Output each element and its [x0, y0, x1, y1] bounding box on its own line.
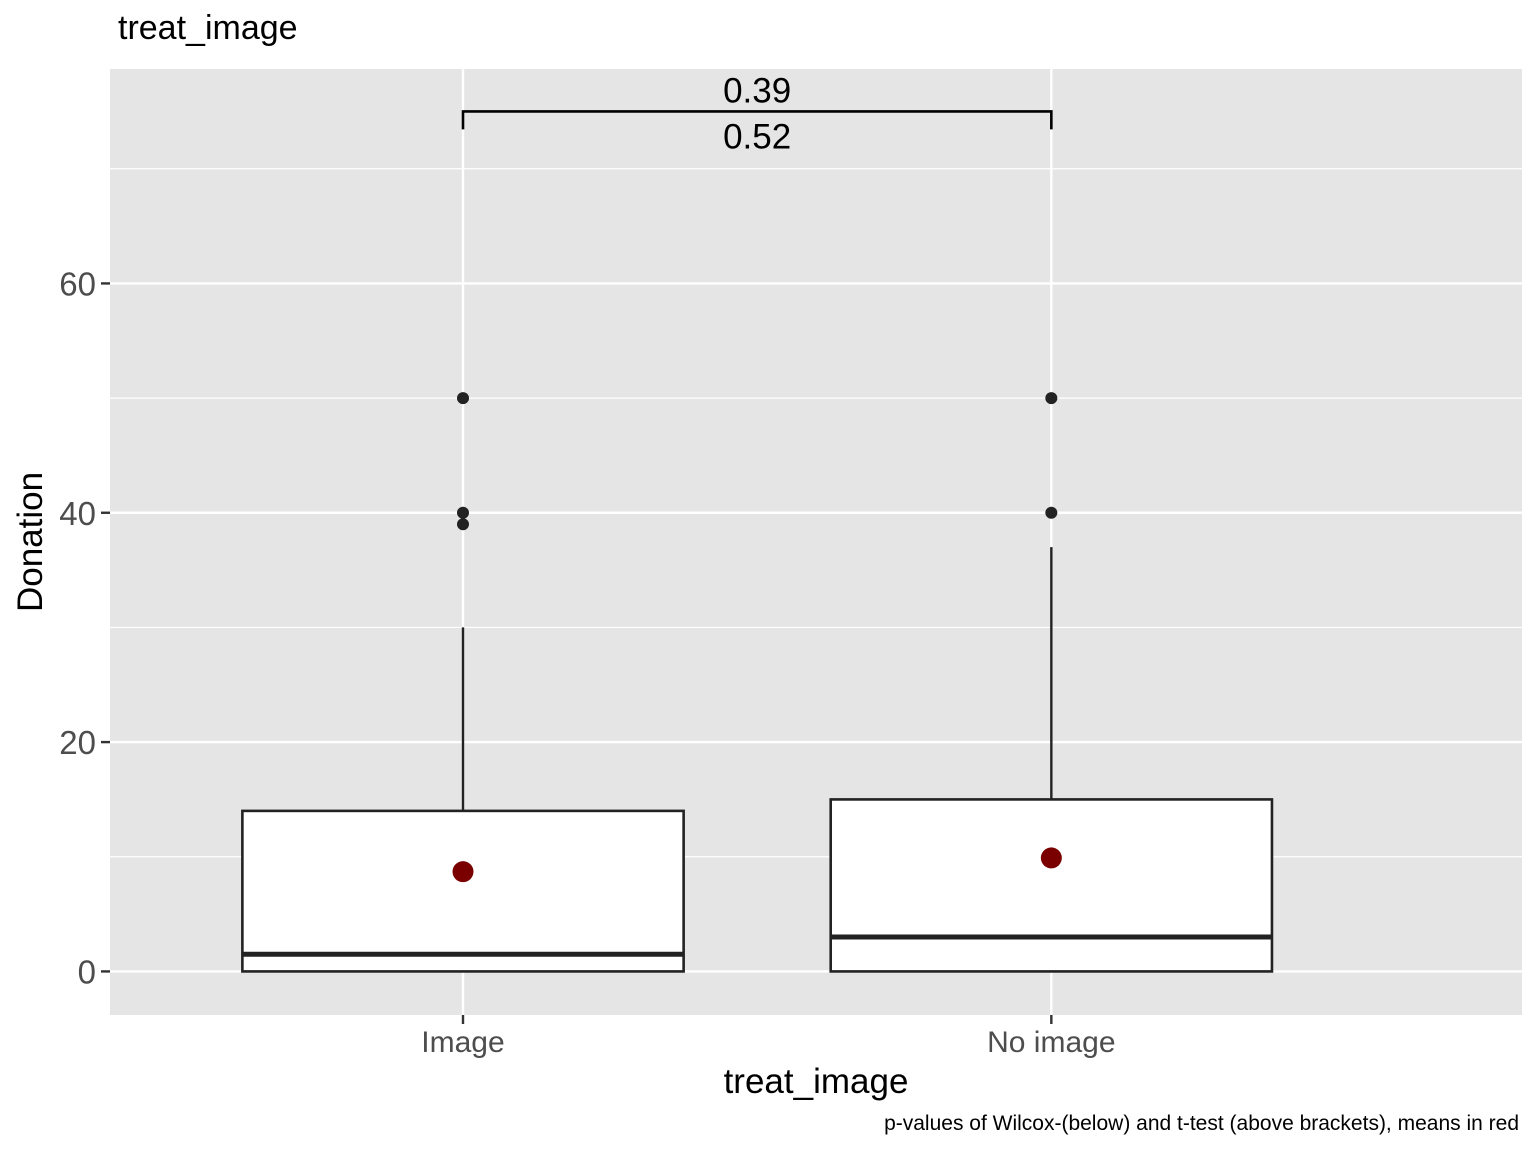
chart-caption: p-values of Wilcox-(below) and t-test (a… — [884, 1112, 1519, 1135]
mean-point — [452, 861, 474, 883]
y-axis: 0 20 40 60 — [59, 265, 110, 990]
x-axis-title: treat_image — [724, 1062, 909, 1101]
bracket-line — [461, 110, 1053, 130]
y-tick-label: 0 — [78, 953, 96, 990]
y-tick-label: 20 — [59, 724, 96, 761]
x-tick-label: Image — [421, 1026, 504, 1059]
mean-point — [1040, 847, 1062, 869]
outlier-point — [457, 506, 469, 519]
box-group-no-image — [829, 392, 1274, 973]
box-iqr — [829, 798, 1274, 973]
ttest-p-value: 0.39 — [723, 71, 791, 110]
outlier-point — [1045, 392, 1058, 405]
outlier-point — [1045, 506, 1058, 519]
x-axis: Image No image — [421, 1015, 1116, 1059]
boxes — [241, 392, 1274, 973]
comparison-bracket: 0.39 0.52 — [461, 71, 1053, 156]
outlier-point — [457, 392, 469, 405]
y-tick-label: 60 — [59, 265, 96, 302]
box-group-image — [241, 392, 685, 973]
box-iqr — [241, 809, 685, 973]
plot-title: treat_image — [118, 9, 298, 47]
wilcox-p-value: 0.52 — [723, 117, 791, 156]
x-tick-label: No image — [987, 1026, 1115, 1059]
outlier-point — [457, 518, 469, 531]
y-tick-label: 40 — [59, 495, 96, 532]
y-axis-title: Donation — [11, 472, 50, 612]
